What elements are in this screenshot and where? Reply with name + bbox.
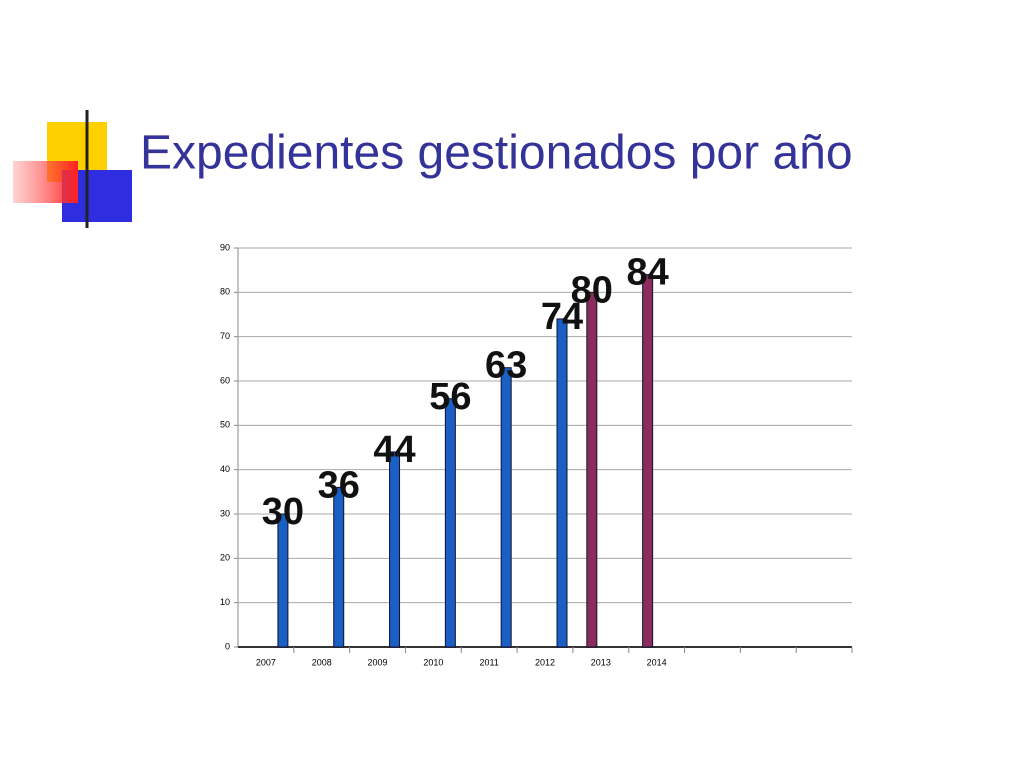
y-tick-label: 70 bbox=[220, 331, 230, 341]
bar bbox=[586, 291, 598, 648]
x-tick-label: 2008 bbox=[312, 657, 332, 667]
data-label: 84 bbox=[626, 252, 668, 294]
x-tick-label: 2011 bbox=[480, 657, 499, 667]
x-tick-label: 2007 bbox=[256, 657, 276, 667]
y-tick-label: 40 bbox=[220, 464, 230, 474]
x-tick-label: 2009 bbox=[368, 657, 388, 667]
data-label: 44 bbox=[373, 429, 415, 471]
decoration bbox=[13, 110, 980, 228]
x-tick-label: 2012 bbox=[535, 657, 555, 667]
bar bbox=[556, 318, 568, 648]
data-label: 63 bbox=[485, 345, 527, 387]
x-tick-label: 2014 bbox=[647, 657, 667, 667]
y-tick-label: 50 bbox=[220, 420, 230, 430]
bar bbox=[277, 513, 289, 648]
data-label: 74 bbox=[541, 296, 583, 338]
x-tick-label: 2010 bbox=[423, 657, 443, 667]
y-tick-label: 90 bbox=[220, 242, 230, 252]
y-tick-label: 80 bbox=[220, 287, 230, 297]
y-tick-label: 0 bbox=[225, 641, 230, 651]
y-tick-label: 60 bbox=[220, 375, 230, 385]
x-tick-label: 2013 bbox=[591, 657, 611, 667]
bar bbox=[333, 486, 345, 648]
bar bbox=[642, 274, 654, 648]
data-label: 56 bbox=[429, 376, 471, 418]
data-label: 36 bbox=[318, 464, 360, 506]
y-tick-label: 20 bbox=[220, 553, 230, 563]
y-tick-label: 30 bbox=[220, 508, 230, 518]
chart-title: Expedientes gestionados por año bbox=[140, 127, 853, 180]
bar bbox=[389, 451, 401, 648]
bar bbox=[500, 367, 512, 648]
data-label: 30 bbox=[262, 491, 304, 533]
y-tick-label: 10 bbox=[220, 597, 230, 607]
bar bbox=[444, 398, 456, 648]
data-label: 80 bbox=[571, 269, 613, 311]
